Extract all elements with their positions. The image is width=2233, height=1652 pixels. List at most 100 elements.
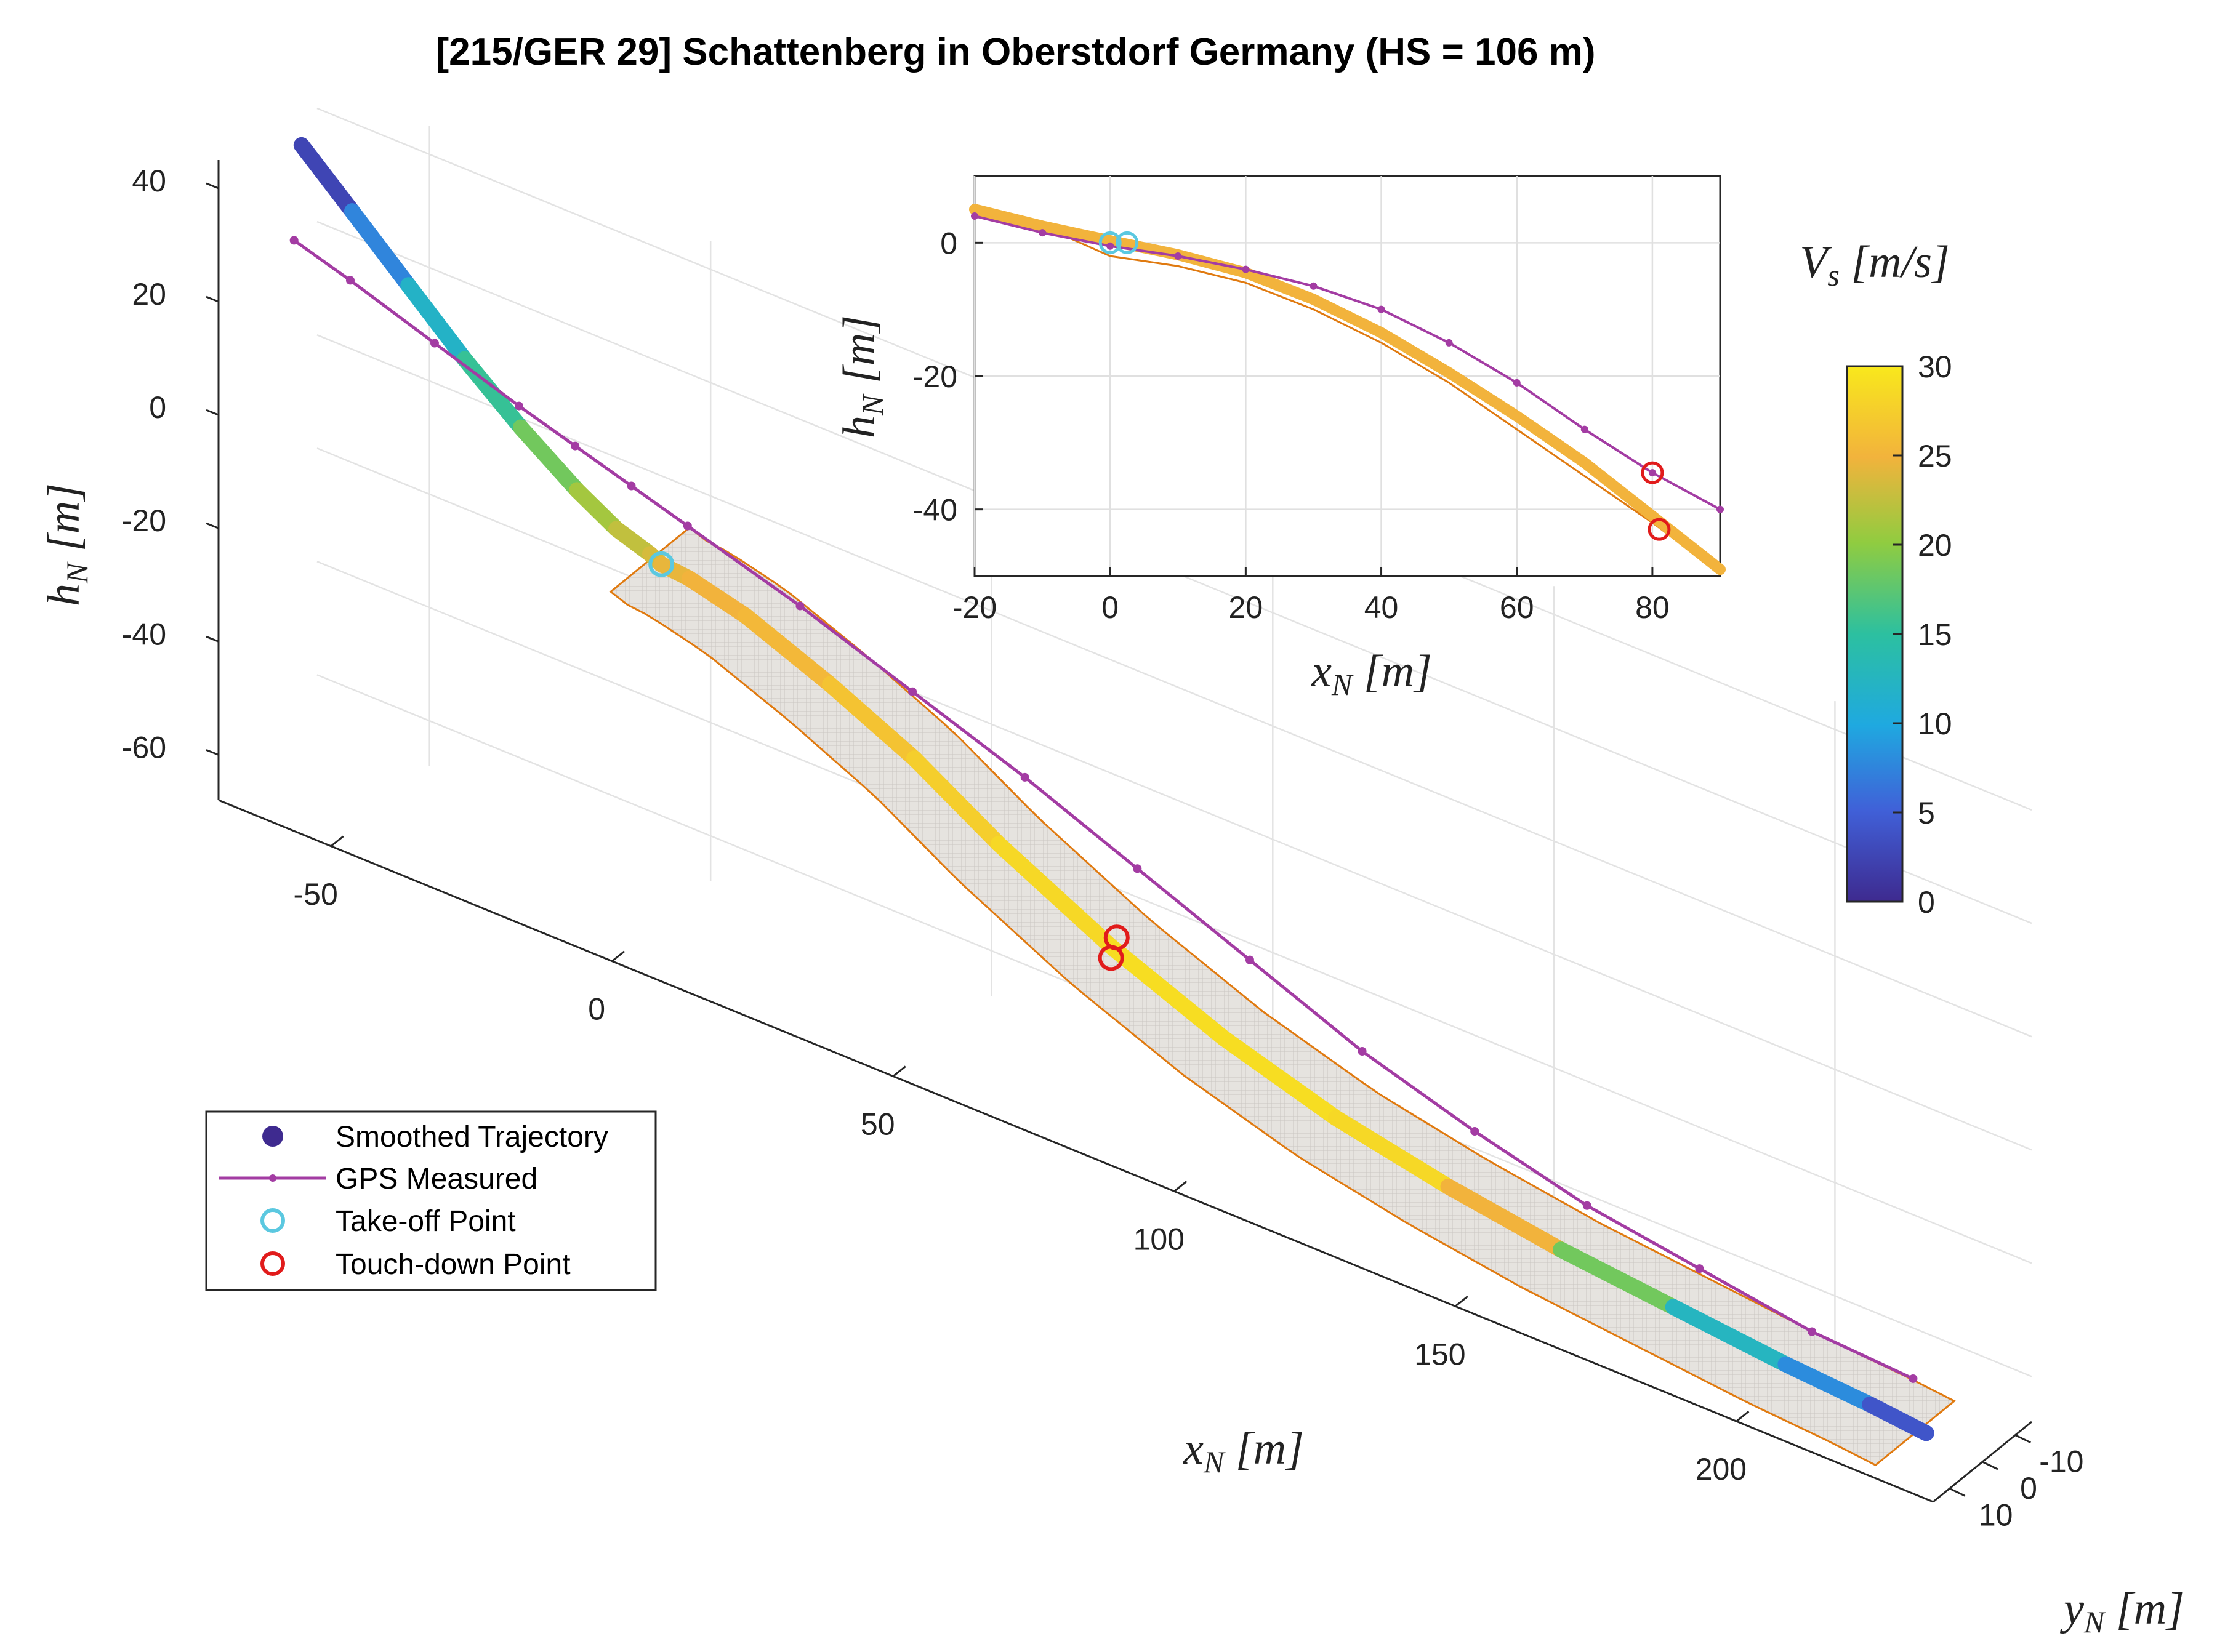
gps-point-10: [1133, 864, 1142, 873]
inset-smoothed-trajectory: [969, 204, 1726, 575]
z-tick-label-3: -20: [122, 503, 166, 538]
inset-x-tick-label-2: 20: [1229, 590, 1263, 625]
z-axis-ticks: 40 20 0 -20 -40 -60: [122, 164, 219, 764]
y-tick-label-1: 0: [2020, 1471, 2037, 1506]
trajectory-segment-12: [906, 750, 1007, 852]
y-tick-mark-1: [1982, 1461, 1998, 1470]
inset-gps-point-0: [971, 212, 978, 220]
x-axis-ticks: -50 0 50 100 150 200: [293, 835, 1750, 1486]
gps-point-6: [683, 521, 692, 531]
inset-gps-point-5: [1310, 282, 1318, 290]
legend-takeoff-marker: [260, 1208, 285, 1233]
y-tick-label-2: 10: [1979, 1498, 2013, 1532]
y-tick-mark-0: [2014, 1434, 2031, 1444]
y-axis-label: yN [m]: [2059, 1584, 2184, 1639]
x-tick-label-1: 0: [588, 992, 605, 1027]
gps-point-14: [1582, 1201, 1591, 1210]
x-axis-label: xN [m]: [1183, 1424, 1304, 1479]
gps-point-2: [430, 339, 439, 348]
grid-line-z-4: [316, 561, 2032, 1264]
inset-gps-point-6: [1377, 305, 1385, 313]
z-tick-mark-2: [206, 409, 219, 416]
z-axis-label: hN [m]: [39, 483, 94, 606]
trajectory-segment-19: [1665, 1299, 1794, 1373]
inset-gps-point-7: [1445, 339, 1453, 347]
z-tick-mark-0: [206, 182, 219, 190]
colorbar-tick-label-0: 30: [1918, 350, 1952, 384]
gps-point-11: [1245, 955, 1254, 964]
gps-point-4: [571, 441, 580, 451]
colorbar-tick-label-3: 15: [1918, 617, 1952, 652]
gps-point-15: [1695, 1264, 1704, 1273]
x-tick-mark-1: [611, 950, 626, 962]
inset-y-tick-label-0: 0: [940, 226, 957, 260]
legend-item-gps: GPS Measured: [219, 1163, 537, 1195]
colorbar-tick-label-4: 10: [1918, 707, 1952, 741]
gps-point-17: [1909, 1374, 1918, 1383]
trajectory-segment-11: [822, 676, 923, 767]
takeoff-marker-0: [648, 551, 675, 577]
trajectory-segment-1: [344, 203, 417, 294]
legend-item-touchdown: Touch-down Point: [260, 1248, 571, 1281]
smoothed-trajectory-3d: [293, 137, 1934, 1441]
trajectory-segment-15: [1215, 1030, 1344, 1126]
z-tick-label-0: 40: [132, 164, 166, 198]
legend-gps-label: GPS Measured: [336, 1163, 537, 1195]
inset-gps-point-11: [1716, 505, 1724, 513]
chart-title: [215/GER 29] Schattenberg in Oberstdorf …: [437, 31, 1596, 73]
x-tick-label-5: 200: [1696, 1452, 1747, 1486]
inset-x-tick-label-4: 60: [1500, 590, 1534, 625]
x-tick-mark-5: [1736, 1411, 1750, 1422]
trajectory-segment-14: [1103, 938, 1232, 1046]
grid-line-z-2: [316, 334, 2032, 1038]
trajectory-segment-21: [1862, 1396, 1934, 1441]
inset-gps-point-10: [1648, 469, 1656, 477]
gps-point-16: [1808, 1327, 1817, 1336]
inset-gps-point-3: [1174, 252, 1182, 260]
z-tick-mark-3: [206, 522, 219, 529]
grid-line-z-3: [316, 447, 2032, 1151]
gps-point-9: [1020, 772, 1029, 782]
colorbar-tick-label-5: 5: [1918, 796, 1935, 830]
trajectory-segment-20: [1777, 1356, 1878, 1413]
trajectory-segment-3: [456, 351, 529, 436]
legend-takeoff-label: Take-off Point: [336, 1205, 516, 1238]
y-tick-mark-2: [1949, 1487, 1966, 1497]
touchdown-marker-2: [1103, 924, 1130, 951]
legend-item-smoothed: Smoothed Trajectory: [262, 1121, 608, 1153]
x-tick-label-2: 50: [861, 1107, 895, 1142]
inset-x-tick-label-5: 80: [1635, 590, 1670, 625]
z-tick-label-1: 20: [132, 277, 166, 311]
inset-gps-point-2: [1106, 242, 1114, 250]
legend-touchdown-marker: [260, 1251, 285, 1276]
trajectory-segment-17: [1440, 1178, 1569, 1258]
x-tick-label-0: -50: [293, 877, 337, 912]
gps-point-13: [1470, 1126, 1479, 1136]
x-tick-label-3: 100: [1133, 1222, 1185, 1256]
inset-x-axis-label: xN [m]: [1311, 646, 1432, 702]
trajectory-segment-13: [991, 836, 1119, 955]
gps-point-7: [795, 601, 805, 611]
inset-y-tick-label-1: -20: [913, 359, 957, 394]
legend-smoothed-marker: [262, 1126, 283, 1147]
inset-takeoff-marker-1: [1116, 231, 1139, 254]
legend-gps-marker: [269, 1174, 276, 1182]
colorbar-tick-label-2: 20: [1918, 528, 1952, 563]
trajectory-segment-16: [1327, 1110, 1457, 1195]
colorbar-ticks: 30 25 20 15 10 5 0: [1893, 350, 1952, 920]
legend-item-takeoff: Take-off Point: [260, 1205, 516, 1238]
x-tick-mark-2: [892, 1065, 906, 1077]
inset-chart: -20 0 20 40 60 80 0 -20 -40 xN [m] hN [m]: [834, 175, 1726, 702]
gps-point-8: [908, 687, 917, 696]
inset-takeoff-marker-0: [1098, 231, 1122, 254]
x-tick-mark-0: [330, 835, 344, 847]
x-axis-line: [218, 799, 1934, 1503]
gps-point-1: [345, 276, 355, 285]
legend-smoothed-label: Smoothed Trajectory: [336, 1121, 608, 1153]
colorbar-tick-label-6: 0: [1918, 885, 1935, 920]
trajectory-segment-5: [569, 482, 625, 537]
colorbar-label: Vs [m/s]: [1800, 237, 1950, 292]
inset-ticks: -20 0 20 40 60 80 0 -20 -40: [913, 226, 1670, 625]
x-tick-label-4: 150: [1414, 1337, 1465, 1371]
